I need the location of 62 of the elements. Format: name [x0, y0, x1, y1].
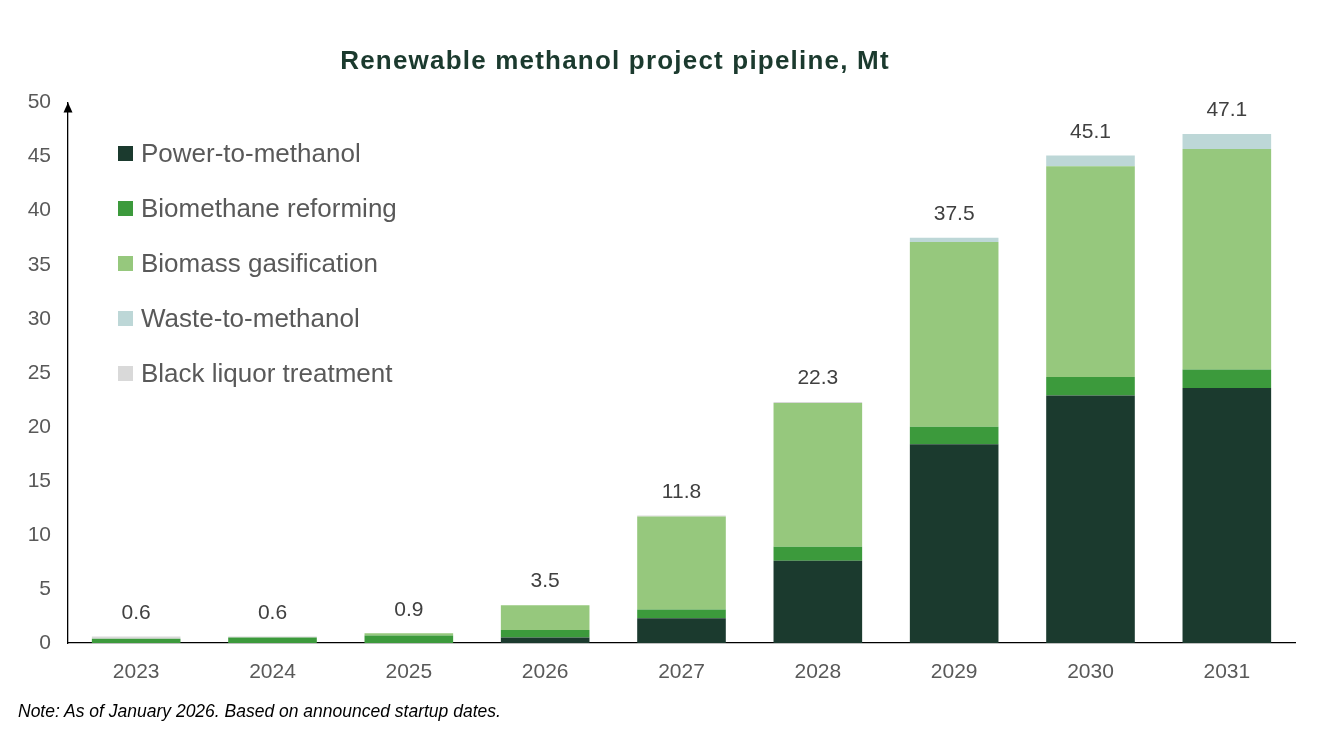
x-tick-label: 2028	[794, 659, 842, 683]
total-label: 11.8	[661, 478, 702, 502]
y-tick-label: 5	[39, 575, 51, 599]
x-tick-label: 2027	[658, 659, 705, 683]
y-tick-label: 20	[27, 413, 51, 437]
total-label: 37.5	[933, 201, 975, 224]
x-tick-label: 2023	[112, 659, 160, 683]
bar	[909, 242, 999, 427]
total-label: 45.1	[1070, 118, 1111, 142]
bar	[637, 609, 726, 619]
legend-label: Biomass gasification	[141, 247, 378, 280]
legend-label: Power-to-methanol	[141, 137, 361, 170]
bar	[91, 636, 181, 639]
y-tick-label: 30	[27, 305, 51, 329]
bar	[637, 516, 726, 610]
bar	[91, 638, 181, 643]
legend-label: Black liquor treatment	[141, 357, 393, 390]
bar	[1046, 155, 1135, 167]
y-tick-label: 35	[27, 251, 51, 275]
y-tick-label: 25	[27, 359, 51, 383]
bar	[500, 630, 590, 638]
total-label: 3.5	[530, 568, 560, 592]
legend-label: Waste-to-methanol	[141, 302, 360, 335]
x-tick-label: 2030	[1067, 659, 1114, 683]
bar	[1046, 377, 1135, 396]
y-tick-label: 0	[39, 629, 51, 653]
bar	[909, 426, 999, 445]
x-tick-label: 2029	[930, 659, 978, 683]
bar	[364, 635, 454, 643]
legend-label: Biomethane reforming	[141, 192, 397, 225]
bar	[364, 633, 454, 636]
bar	[500, 637, 590, 643]
total-label: 47.1	[1206, 97, 1248, 121]
y-tick-label: 50	[27, 89, 51, 113]
bar	[773, 546, 863, 561]
total-label: 22.3	[797, 365, 839, 389]
x-tick-label: 2031	[1203, 659, 1251, 683]
bar	[909, 444, 999, 643]
bar	[1182, 149, 1272, 370]
bar	[773, 403, 863, 547]
total-label: 0.9	[394, 596, 424, 620]
bar	[909, 237, 999, 243]
bar	[1182, 369, 1272, 388]
y-tick-label: 10	[27, 521, 51, 545]
bar	[773, 560, 863, 643]
total-label: 0.6	[121, 599, 151, 623]
y-tick-label: 45	[27, 143, 51, 167]
y-tick-label: 15	[27, 467, 51, 491]
bar	[500, 605, 590, 631]
bar	[637, 618, 726, 643]
x-tick-label: 2025	[385, 659, 433, 683]
x-tick-label: 2026	[521, 659, 569, 683]
text: Note: As of January 2026. Based on announced startup dates.	[18, 701, 501, 722]
total-label: 0.6	[257, 599, 288, 623]
bar	[1046, 395, 1135, 643]
bar	[1046, 166, 1135, 378]
bar	[1182, 387, 1272, 643]
bar	[228, 637, 317, 643]
chart-title: Renewable methanol project pipeline, Mt	[339, 45, 891, 76]
bar	[1182, 133, 1272, 150]
y-tick-label: 40	[27, 197, 51, 221]
x-tick-label: 2024	[249, 659, 297, 683]
